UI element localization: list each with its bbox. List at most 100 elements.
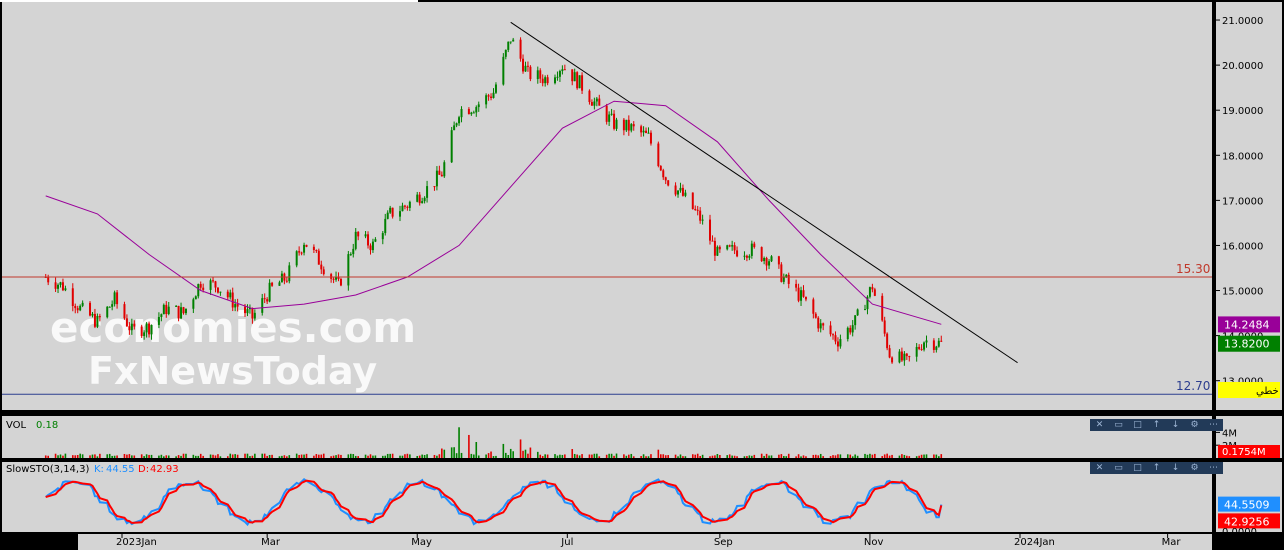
- candle-body: [593, 101, 596, 106]
- candle-body: [864, 309, 867, 311]
- volume-bar: [615, 453, 618, 458]
- restore-icon[interactable]: ▭: [1114, 420, 1123, 430]
- volume-bar: [495, 455, 497, 458]
- candle-body: [642, 130, 645, 133]
- restore-icon[interactable]: ▭: [1114, 463, 1123, 473]
- volume-bar: [753, 454, 756, 458]
- close-icon[interactable]: ✕: [1095, 463, 1104, 473]
- volume-bar: [886, 453, 888, 458]
- volume-bar: [340, 454, 342, 458]
- candle-body: [509, 41, 512, 43]
- candle-body: [180, 307, 183, 319]
- volume-bar: [598, 456, 601, 458]
- volume-bar: [347, 454, 350, 458]
- candle-body: [507, 41, 510, 50]
- candle-body: [846, 327, 849, 340]
- volume-bar: [507, 455, 510, 458]
- candle-body: [79, 305, 82, 311]
- candle-body: [502, 56, 505, 85]
- volume-bar: [573, 453, 576, 458]
- candle-body: [768, 261, 771, 266]
- volume-bar: [305, 453, 308, 458]
- volume-bar: [313, 455, 315, 458]
- candle-body: [47, 277, 50, 283]
- volume-bar: [111, 455, 113, 458]
- more-icon[interactable]: ⋯: [1209, 463, 1218, 473]
- candle-body: [891, 357, 894, 363]
- candle-body: [541, 78, 544, 84]
- candle-body: [71, 288, 74, 307]
- price-tick-label: 15.0000: [1222, 287, 1263, 298]
- volume-bar: [711, 455, 714, 458]
- volume-bar: [519, 439, 522, 458]
- candle-body: [822, 323, 825, 326]
- candle-body: [590, 102, 593, 106]
- volume-bar: [337, 454, 340, 458]
- candle-body: [312, 246, 315, 251]
- volume-bar: [197, 455, 200, 458]
- candle-body: [849, 327, 852, 333]
- trendline[interactable]: [510, 21, 1018, 364]
- candle-body: [785, 274, 788, 278]
- candle-body: [900, 351, 903, 361]
- candle-body: [526, 65, 529, 67]
- candle-body: [212, 280, 215, 282]
- candle-body: [148, 323, 151, 335]
- candle-body: [881, 295, 884, 321]
- maximize-icon[interactable]: □: [1133, 420, 1142, 430]
- candle-body: [709, 219, 712, 241]
- close-icon[interactable]: ✕: [1095, 420, 1104, 430]
- candle-body: [160, 314, 163, 317]
- candle-body: [214, 281, 217, 288]
- volume-bar: [320, 454, 323, 458]
- axis-mode-badge[interactable]: [1218, 382, 1280, 398]
- settings-icon[interactable]: ⚙: [1190, 463, 1199, 473]
- price-plot: 15.30 12.70: [2, 21, 1212, 395]
- candle-body: [322, 269, 325, 275]
- candle-body: [81, 302, 84, 306]
- stochastic-plot: [45, 478, 943, 527]
- volume-last-badge: [1218, 445, 1280, 458]
- move-up-icon[interactable]: ↑: [1152, 420, 1161, 430]
- volume-bar: [920, 454, 923, 458]
- volume-bar: [679, 454, 682, 458]
- volume-bar: [441, 448, 443, 458]
- candle-body: [677, 190, 680, 195]
- volume-bar: [145, 454, 148, 458]
- volume-bar: [903, 454, 906, 458]
- candle-body: [630, 124, 633, 131]
- horizontal-level-label: 12.70: [1176, 379, 1210, 393]
- candle-body: [403, 205, 406, 207]
- volume-bar: [864, 453, 866, 458]
- candle-body: [716, 246, 719, 256]
- volume-bar: [433, 454, 436, 458]
- candle-body: [649, 132, 652, 144]
- move-down-icon[interactable]: ↓: [1171, 463, 1180, 473]
- volume-bar: [492, 456, 495, 458]
- volume-bar: [699, 456, 701, 458]
- more-icon[interactable]: ⋯: [1209, 420, 1218, 430]
- candle-body: [219, 291, 222, 293]
- stochastic-d-prefix: D:: [138, 464, 149, 475]
- volume-bar: [613, 455, 615, 458]
- volume-bar: [477, 455, 480, 458]
- candle-body: [421, 201, 424, 204]
- maximize-icon[interactable]: □: [1133, 463, 1142, 473]
- settings-icon[interactable]: ⚙: [1190, 420, 1199, 430]
- volume-bar: [874, 453, 876, 458]
- volume-bar: [561, 454, 564, 458]
- volume-bar: [778, 454, 780, 458]
- candle-body: [923, 342, 926, 350]
- volume-bar: [158, 455, 160, 458]
- volume-bar: [217, 454, 219, 458]
- candle-body: [681, 187, 684, 196]
- volume-panel-background: [2, 416, 1212, 458]
- candle-body: [320, 264, 323, 270]
- volume-bar: [938, 456, 940, 458]
- volume-bar: [596, 453, 598, 458]
- volume-bar: [822, 456, 824, 458]
- volume-bar: [839, 454, 842, 458]
- move-up-icon[interactable]: ↑: [1152, 463, 1161, 473]
- candle-body: [113, 292, 116, 305]
- move-down-icon[interactable]: ↓: [1171, 420, 1180, 430]
